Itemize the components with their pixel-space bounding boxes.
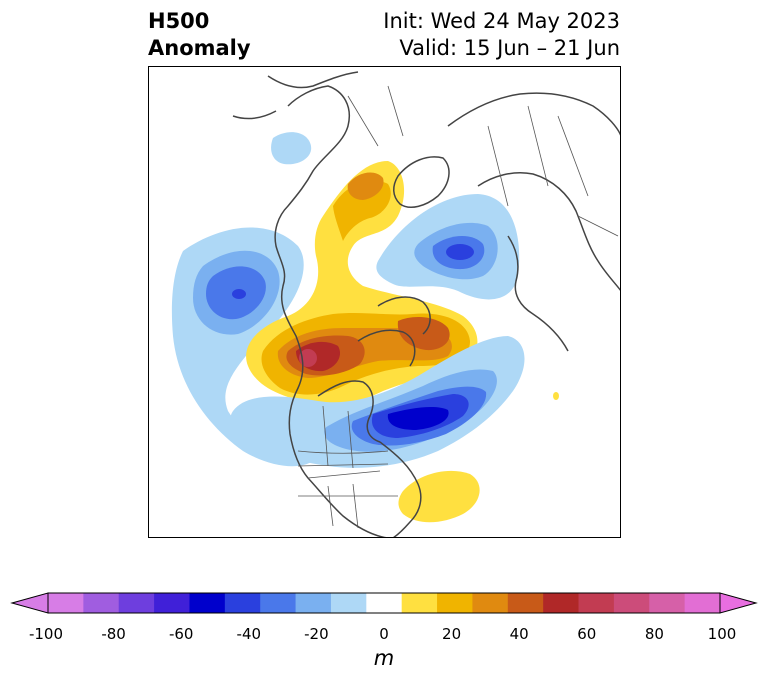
colorbar-tick-label: 0 [379,625,389,643]
map-title-right: Init: Wed 24 May 2023 Valid: 15 Jun – 21… [383,8,620,62]
negative-anomaly-alaska [271,132,312,165]
colorbar-segment [118,593,155,613]
colorbar-min-extension [10,592,49,614]
colorbar-segment [366,593,403,613]
colorbar-segment [507,593,544,613]
colorbar-segment [401,593,438,613]
colorbar-tick-label: -20 [304,625,329,643]
colorbar-segment [260,593,297,613]
colorbar-segment [684,593,721,613]
colorbar-segment [472,593,509,613]
colorbar-tick-label: 100 [707,625,737,643]
colorbar-unit: m [373,646,395,670]
colorbar-tick-label: 80 [644,625,664,643]
colorbar-segment [437,593,473,613]
init-date: Init: Wed 24 May 2023 [383,9,620,33]
negative-anomaly-siberia [376,194,520,300]
map-title-left: H500 Anomaly [148,8,251,62]
colorbar-segment [578,593,615,613]
colorbar-tick-label: -80 [101,625,126,643]
colorbar-tick-label: 20 [442,625,462,643]
colorbar-segment [83,593,120,613]
colorbar-segment [613,593,650,613]
title-field: Anomaly [148,36,251,60]
anomaly-map [148,66,621,538]
colorbar-segment [295,593,332,613]
colorbar-tick-label: 40 [509,625,529,643]
colorbar-tick-label: -40 [236,625,262,643]
colorbar [10,592,758,614]
colorbar-segment [154,593,190,613]
colorbar-max-extension [719,592,758,614]
colorbar-tick-label: 60 [577,625,597,643]
colorbar-segment [224,593,261,613]
colorbar-segment [330,593,367,613]
political-borders [297,85,619,529]
colorbar-tick-label: -100 [28,625,64,643]
colorbar-segment [189,593,226,613]
colorbar-segment [649,593,686,613]
colorbar-segment [543,593,580,613]
valid-range: Valid: 15 Jun – 21 Jun [399,36,620,60]
colorbar-tick-label: -60 [168,625,194,643]
coastlines [232,71,621,538]
title-variable: H500 [148,9,210,33]
colorbar-segment [48,593,84,613]
negative-anomaly-pacific [171,227,313,467]
